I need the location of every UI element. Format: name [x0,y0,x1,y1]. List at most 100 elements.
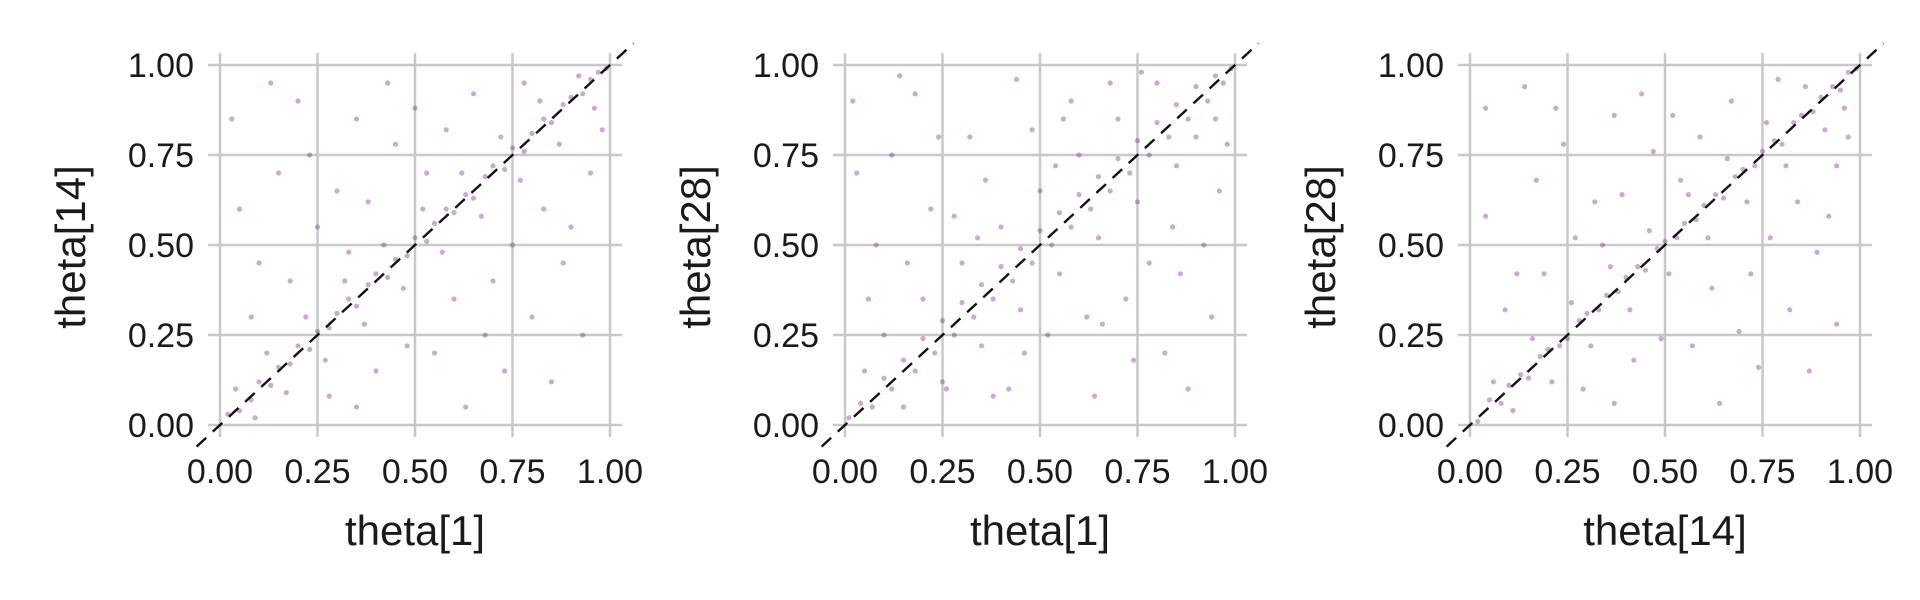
scatter-point [1134,199,1141,205]
scatter-point [264,350,270,356]
scatter-point [1826,213,1832,219]
scatter-point [1763,120,1769,126]
scatter-point [1037,188,1043,194]
scatter-point [1748,271,1754,277]
scatter-point [482,332,488,338]
scatter-point [1154,120,1160,126]
scatter-point [1635,264,1641,270]
scatter-point [470,195,477,201]
scatter-point [1658,336,1664,342]
scatter-point [1561,141,1567,147]
scatter-point [287,278,293,284]
scatter-point [580,332,586,338]
scatter-point [252,415,258,421]
scatter-point [1775,76,1781,82]
scatter-point [1697,134,1703,140]
scatter-point [1759,148,1766,154]
scatter-point [1689,343,1695,349]
scatter-point [897,73,903,79]
y-tick-label: 0.00 [753,407,819,445]
scatter-point [537,98,543,104]
scatter-point [1475,418,1481,424]
chart-panel-3: 0.00 0.25 0.50 0.75 1.00 0.00 0.25 0.50 0.75 1.0… [1297,42,1893,554]
scatter-point [1220,80,1226,86]
scatter-point [939,318,946,324]
x-tick-labels: 0.00 0.25 0.50 0.75 1.00 [1437,453,1893,491]
y-tick-label: 0.25 [128,317,194,355]
scatter-point [1557,343,1563,349]
scatter-point [912,91,918,97]
scatter-point [459,170,465,176]
panel-points [846,66,1234,421]
x-axis-label: theta[1] [970,507,1110,554]
scatter-point [346,249,352,255]
scatter-point [1845,69,1851,75]
scatter-point [1490,379,1496,385]
scatter-point [392,141,399,147]
panel-grid [208,53,622,437]
scatter-point [1014,76,1020,82]
scatter-point [1639,91,1645,97]
y-tick-label: 0.25 [753,317,819,355]
scatter-point [873,242,879,248]
scatter-point [1627,307,1633,313]
scatter-point [912,368,918,374]
x-tick-label: 0.25 [1534,453,1600,491]
scatter-point [431,350,438,356]
scatter-point [443,127,449,133]
scatter-point [1518,372,1524,378]
scatter-point [951,332,957,338]
y-tick-label: 1.00 [128,47,194,85]
scatter-point [1166,134,1172,140]
scatter-point [889,152,895,158]
scatter-point [365,199,371,205]
scatter-point [928,206,934,212]
y-tick-label: 1.00 [753,47,819,85]
scatter-point [404,253,410,259]
scatter-point [1619,192,1625,198]
scatter-point [1029,127,1035,133]
scatter-point [268,382,274,388]
scatter-point [1834,163,1840,169]
x-tick-label: 0.75 [479,453,545,491]
scatter-point [1095,174,1102,180]
y-tick-label: 0.00 [1378,407,1444,445]
scatter-point [541,206,547,212]
scatter-point [1146,260,1152,266]
scatter-point [236,206,243,212]
scatter-point [287,361,293,367]
y-tick-label: 0.50 [128,227,194,265]
x-tick-label: 0.25 [284,453,350,491]
scatter-point [1134,138,1141,144]
scatter-point [1814,249,1820,255]
scatter-point [1068,98,1074,104]
scatter-point [1592,199,1598,205]
scatter-point [1841,105,1847,111]
scatter-point [587,170,594,176]
scatter-point [365,282,371,288]
scatter-point [463,404,469,410]
scatter-point [932,350,938,356]
scatter-point [971,314,977,320]
scatter-point [400,285,406,291]
scatter-point [1060,116,1066,122]
scatter-point [412,235,418,241]
y-axis-label: theta[14] [47,165,94,328]
y-tick-label: 0.50 [753,227,819,265]
scatter-point [1541,271,1547,277]
scatter-point [599,127,605,133]
scatter-point [1685,192,1691,198]
scatter-point [541,116,547,122]
y-tick-label: 0.50 [1378,227,1444,265]
scatter-point [1646,228,1652,234]
identity-reference-line [820,42,1260,448]
scatter-point [509,145,516,151]
scatter-point [900,357,907,363]
scatter-point [412,105,418,111]
y-tick-labels: 0.00 0.25 0.50 0.75 1.00 [128,47,194,445]
scatter-point [463,192,469,198]
scatter-point [268,80,274,86]
scatter-point [1185,116,1191,122]
scatter-point [431,220,438,226]
scatter-point [1076,152,1082,158]
